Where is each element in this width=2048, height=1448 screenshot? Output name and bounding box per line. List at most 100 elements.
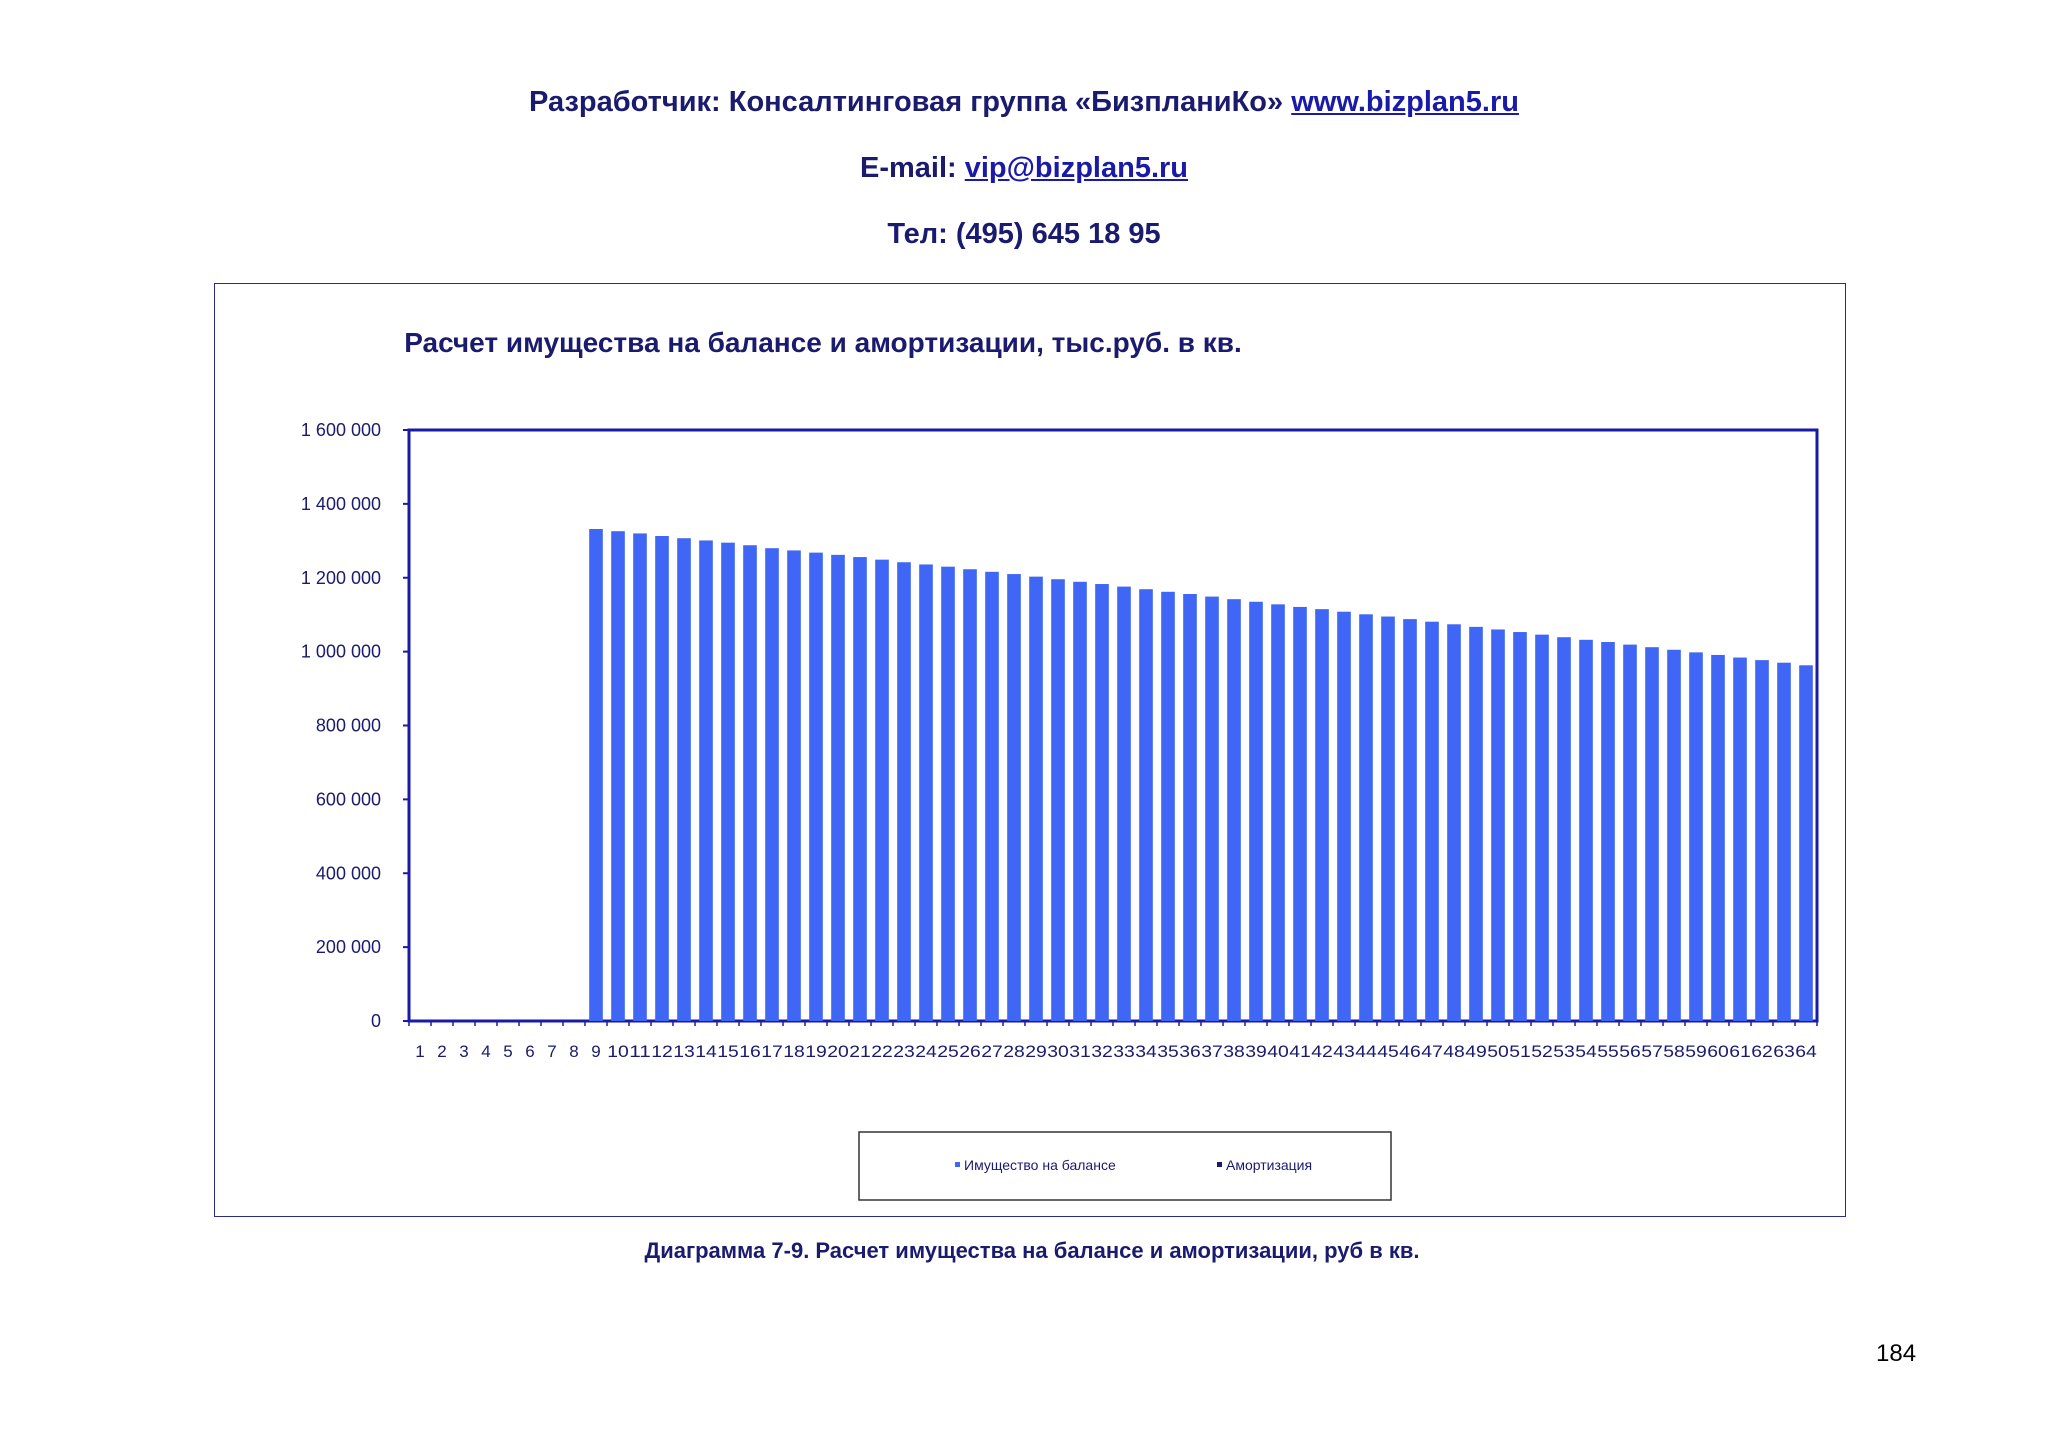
bar	[1051, 579, 1065, 1021]
x-tick-label: 47	[1421, 1042, 1443, 1061]
developer-label: Разработчик: Консалтинговая группа «Бизп…	[529, 86, 1284, 118]
y-tick-label: 1 200 000	[301, 568, 381, 588]
bar	[1337, 611, 1351, 1021]
x-tick-label: 58	[1663, 1042, 1685, 1061]
website-link[interactable]: www.bizplan5.ru	[1291, 86, 1519, 118]
bar	[853, 557, 867, 1021]
x-tick-label: 62	[1751, 1042, 1773, 1061]
x-tick-label: 14	[695, 1042, 717, 1061]
x-tick-label: 39	[1245, 1042, 1267, 1061]
x-tick-label: 27	[981, 1042, 1003, 1061]
x-tick-label: 38	[1223, 1042, 1245, 1061]
bar	[611, 531, 625, 1021]
bar	[1183, 594, 1197, 1021]
page-number: 184	[1876, 1340, 1917, 1367]
x-tick-label: 45	[1377, 1042, 1399, 1061]
x-tick-label: 61	[1729, 1042, 1751, 1061]
x-tick-label: 21	[849, 1042, 871, 1061]
legend-label: Амортизация	[1226, 1157, 1312, 1173]
bar	[721, 542, 735, 1021]
x-tick-label: 6	[525, 1042, 534, 1061]
x-tick-label: 18	[783, 1042, 805, 1061]
x-tick-label: 59	[1685, 1042, 1707, 1061]
y-tick-label: 200 000	[316, 937, 381, 957]
bar	[1139, 589, 1153, 1021]
y-tick-label: 600 000	[316, 789, 381, 809]
y-tick-label: 400 000	[316, 863, 381, 883]
x-tick-label: 51	[1509, 1042, 1531, 1061]
x-tick-label: 24	[915, 1042, 937, 1061]
bar	[1623, 644, 1637, 1021]
email-link[interactable]: vip@bizplan5.ru	[964, 152, 1188, 184]
x-tick-label: 46	[1399, 1042, 1421, 1061]
bar	[1799, 665, 1813, 1021]
x-tick-label: 1	[415, 1042, 424, 1061]
x-tick-label: 64	[1795, 1042, 1817, 1061]
x-tick-label: 30	[1047, 1042, 1069, 1061]
x-tick-label: 23	[893, 1042, 915, 1061]
x-tick-label: 33	[1113, 1042, 1135, 1061]
bar	[1029, 576, 1043, 1021]
x-tick-label: 36	[1179, 1042, 1201, 1061]
x-tick-label: 60	[1707, 1042, 1729, 1061]
bar	[1381, 616, 1395, 1021]
y-tick-label: 1 600 000	[301, 420, 381, 440]
x-tick-label: 8	[569, 1042, 578, 1061]
x-tick-label: 11	[629, 1042, 651, 1061]
x-tick-label: 53	[1553, 1042, 1575, 1061]
x-tick-label: 63	[1773, 1042, 1795, 1061]
bar	[1513, 632, 1527, 1021]
x-tick-label: 43	[1333, 1042, 1355, 1061]
bar	[1777, 662, 1791, 1021]
bar	[1557, 637, 1571, 1021]
x-tick-label: 20	[827, 1042, 849, 1061]
bar	[1161, 591, 1175, 1021]
bar	[1469, 626, 1483, 1021]
bar	[743, 545, 757, 1021]
bar	[1315, 609, 1329, 1021]
figure-caption: Диаграмма 7-9. Расчет имущества на балан…	[644, 1238, 1420, 1263]
x-tick-label: 25	[937, 1042, 959, 1061]
bar	[1535, 634, 1549, 1021]
x-tick-label: 56	[1619, 1042, 1641, 1061]
x-tick-label: 31	[1069, 1042, 1091, 1061]
x-tick-label: 16	[739, 1042, 761, 1061]
x-tick-label: 44	[1355, 1042, 1377, 1061]
x-tick-label: 40	[1267, 1042, 1289, 1061]
bar	[677, 538, 691, 1021]
legend-swatch	[1217, 1162, 1222, 1167]
email-label: E-mail:	[860, 152, 957, 184]
x-tick-label: 32	[1091, 1042, 1113, 1061]
chart-frame: Расчет имущества на балансе и амортизаци…	[214, 283, 1846, 1217]
x-tick-label: 52	[1531, 1042, 1553, 1061]
bar	[1073, 581, 1087, 1021]
bar	[875, 559, 889, 1021]
bar	[1601, 642, 1615, 1021]
x-tick-label: 34	[1135, 1042, 1157, 1061]
x-tick-label: 26	[959, 1042, 981, 1061]
x-tick-label: 15	[717, 1042, 739, 1061]
bar	[765, 548, 779, 1021]
x-tick-label: 55	[1597, 1042, 1619, 1061]
bar	[963, 569, 977, 1021]
x-tick-label: 22	[871, 1042, 893, 1061]
bar	[1271, 604, 1285, 1021]
bar-chart: Расчет имущества на балансе и амортизаци…	[301, 327, 1819, 1201]
y-tick-label: 800 000	[316, 716, 381, 736]
x-tick-label: 7	[547, 1042, 556, 1061]
bar	[1359, 614, 1373, 1021]
x-tick-label: 54	[1575, 1042, 1597, 1061]
x-tick-label: 3	[459, 1042, 468, 1061]
bar	[699, 540, 713, 1021]
bar	[985, 571, 999, 1021]
y-tick-label: 0	[371, 1011, 381, 1031]
bar	[1491, 629, 1505, 1021]
bar	[1645, 647, 1659, 1021]
bar	[1755, 660, 1769, 1021]
bar	[831, 554, 845, 1021]
chart-title: Расчет имущества на балансе и амортизаци…	[404, 327, 1242, 358]
bar	[1711, 654, 1725, 1021]
y-tick-label: 1 000 000	[301, 642, 381, 662]
bar	[1579, 639, 1593, 1021]
bar	[1667, 649, 1681, 1021]
